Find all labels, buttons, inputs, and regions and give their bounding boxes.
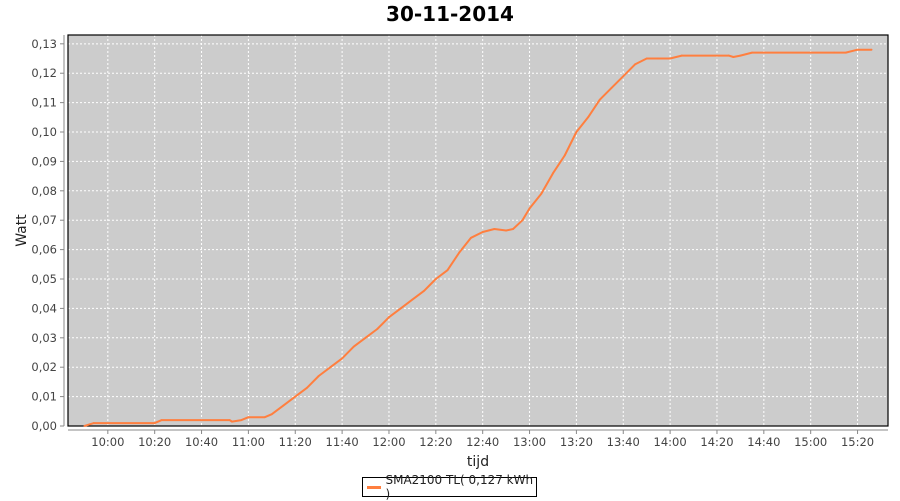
y-tick-label: 0,09 — [31, 154, 57, 168]
data-point — [294, 395, 297, 398]
y-tick-label: 0,10 — [31, 125, 57, 139]
data-point — [844, 51, 847, 54]
data-point — [282, 404, 285, 407]
data-point — [739, 54, 742, 57]
data-point — [727, 54, 730, 57]
y-tick-label: 0,08 — [31, 184, 57, 198]
x-axis-label: tijd — [467, 454, 489, 470]
legend-label: SMA2100 TL( 0,127 kWh ) — [385, 473, 534, 501]
x-tick-label: 14:20 — [700, 435, 733, 449]
x-tick-label: 14:00 — [654, 435, 687, 449]
y-tick-label: 0,04 — [31, 301, 57, 315]
data-point — [762, 51, 765, 54]
data-point — [341, 357, 344, 360]
y-tick-label: 0,03 — [31, 331, 57, 345]
data-point — [388, 316, 390, 319]
data-point — [423, 289, 426, 292]
y-tick-label: 0,00 — [31, 419, 57, 433]
data-point — [247, 416, 250, 419]
data-point — [446, 269, 449, 272]
legend-swatch — [367, 485, 382, 489]
y-tick-label: 0,02 — [31, 360, 57, 374]
data-point — [481, 231, 484, 233]
y-tick-label: 0,06 — [31, 243, 57, 257]
data-point — [870, 48, 873, 51]
plot-area — [68, 35, 888, 426]
data-point — [610, 87, 613, 89]
data-point — [306, 386, 308, 389]
data-point — [751, 51, 754, 54]
plot-border — [67, 34, 889, 427]
x-tick-label: 14:40 — [747, 435, 780, 449]
legend: SMA2100 TL( 0,127 kWh ) — [362, 473, 537, 501]
y-tick-label: 0,11 — [31, 96, 57, 110]
data-point — [434, 278, 437, 280]
data-point — [528, 207, 531, 210]
x-tick-label: 10:40 — [185, 435, 218, 449]
data-point — [563, 154, 566, 157]
data-point — [270, 413, 273, 416]
data-point — [512, 228, 515, 230]
y-tick-label: 0,13 — [31, 37, 57, 51]
data-point — [493, 228, 496, 230]
data-point — [622, 75, 625, 78]
data-point — [587, 116, 590, 119]
data-point — [92, 422, 95, 424]
data-point — [540, 192, 543, 195]
data-point — [505, 229, 508, 232]
data-point — [598, 98, 601, 101]
y-tick-label: 0,05 — [31, 272, 57, 286]
data-point — [657, 57, 660, 60]
x-tick-label: 12:00 — [372, 435, 405, 449]
y-axis-label: Watt — [14, 214, 30, 247]
data-point — [329, 366, 332, 369]
data-point — [470, 236, 472, 239]
data-point — [231, 420, 233, 423]
data-point — [458, 251, 461, 254]
data-point — [411, 298, 414, 301]
x-tick-label: 10:20 — [138, 435, 171, 449]
data-point — [732, 56, 735, 58]
x-tick-label: 15:00 — [794, 435, 827, 449]
data-point — [552, 172, 554, 175]
x-tick-label: 13:00 — [513, 435, 546, 449]
y-tick-label: 0,12 — [31, 66, 57, 80]
data-point — [376, 328, 379, 330]
x-tick-label: 12:40 — [466, 435, 499, 449]
data-point — [680, 54, 683, 57]
x-tick-label: 11:00 — [232, 435, 265, 449]
data-point — [352, 345, 355, 348]
data-point — [634, 63, 636, 66]
x-tick-label: 11:20 — [279, 435, 312, 449]
x-tick-label: 12:20 — [419, 435, 452, 449]
data-point — [645, 57, 648, 60]
chart-title: 30-11-2014 — [386, 2, 514, 26]
data-point — [399, 307, 402, 310]
data-point — [263, 416, 266, 419]
x-tick-label: 13:40 — [607, 435, 640, 449]
data-point — [83, 425, 86, 427]
y-tick-label: 0,07 — [31, 213, 57, 227]
data-point — [317, 375, 320, 377]
data-point — [856, 48, 859, 51]
data-point — [669, 57, 672, 60]
data-point — [160, 419, 163, 422]
x-tick-label: 15:20 — [841, 435, 874, 449]
x-tick-label: 10:00 — [91, 435, 124, 449]
data-point — [240, 419, 243, 422]
data-point — [153, 422, 156, 424]
x-tick-label: 11:40 — [326, 435, 359, 449]
data-point — [521, 219, 524, 222]
x-tick-label: 13:20 — [560, 435, 593, 449]
y-tick-label: 0,01 — [31, 390, 57, 404]
data-point — [575, 131, 578, 133]
data-point — [833, 51, 836, 54]
data-point — [364, 336, 367, 339]
data-point — [228, 419, 231, 422]
